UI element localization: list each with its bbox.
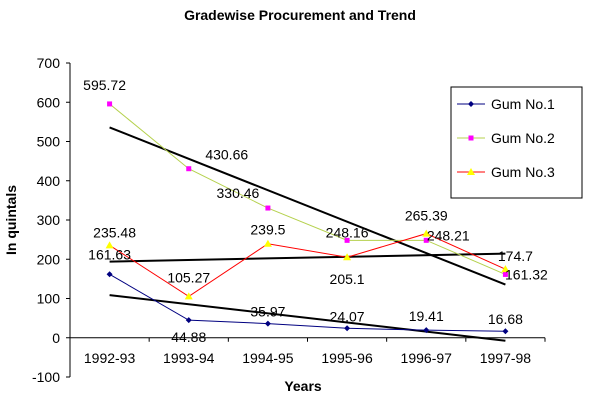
triangle-marker (184, 292, 193, 300)
y-axis-title: In quintals (3, 185, 19, 255)
legend-label: Gum No.2 (491, 130, 555, 146)
y-tick-label: 100 (37, 291, 61, 307)
x-tick-label: 1995-96 (321, 350, 373, 366)
diamond-marker (423, 327, 430, 334)
series-group (105, 101, 510, 335)
y-tick-label: 700 (37, 55, 61, 71)
square-marker (265, 205, 271, 211)
data-label: 35.97 (250, 304, 285, 320)
legend-box (450, 86, 583, 199)
data-label: 16.68 (488, 311, 523, 327)
x-axis-title: Years (284, 378, 322, 394)
data-label: 161.63 (88, 246, 131, 262)
trend-line (109, 252, 506, 263)
data-label: 205.1 (330, 271, 365, 287)
legend: Gum No.1 Gum No.2 Gum No.3 (450, 86, 583, 199)
square-marker (502, 271, 508, 277)
y-tick-label: 400 (37, 173, 61, 189)
triangle-marker (105, 241, 114, 249)
y-tick-label: 0 (52, 330, 60, 346)
data-label: 248.16 (326, 224, 369, 240)
x-tick-label: 1996-97 (401, 350, 453, 366)
legend-label: Gum No.1 (491, 96, 555, 112)
square-marker (344, 237, 350, 243)
y-tick-label: 300 (37, 212, 61, 228)
data-label: 430.66 (205, 147, 248, 163)
triangle-marker (263, 239, 272, 247)
square-marker (186, 166, 192, 172)
square-marker (423, 237, 429, 243)
x-tick-label: 1994-95 (242, 350, 294, 366)
triangle-marker (422, 229, 431, 237)
square-marker (468, 135, 474, 141)
series-line (109, 103, 506, 275)
series-line (109, 273, 506, 332)
trend-line (109, 126, 506, 286)
data-label: 330.46 (217, 185, 260, 201)
diamond-marker (264, 320, 271, 327)
data-label: 265.39 (405, 208, 448, 224)
data-label: 105.27 (167, 269, 210, 285)
square-marker (107, 101, 113, 107)
x-tick-label: 1993-94 (163, 350, 215, 366)
data-label: 235.48 (93, 224, 136, 240)
data-label: 174.7 (498, 248, 533, 264)
data-label: 24.07 (330, 308, 365, 324)
triangle-marker (467, 168, 475, 175)
diamond-marker (502, 328, 509, 335)
diamond-marker (185, 317, 192, 324)
data-label: 44.88 (171, 329, 206, 345)
triangle-marker (343, 253, 352, 261)
data-label: 19.41 (409, 308, 444, 324)
trend-line (109, 294, 506, 342)
trend-lines (109, 126, 506, 342)
diamond-marker (106, 271, 113, 278)
x-tick-label: 1992-93 (84, 350, 136, 366)
y-tick-label: -100 (32, 369, 60, 385)
data-labels: 161.63 44.88 35.97 24.07 19.41 16.68 595.72 430… (83, 77, 548, 345)
data-label: 248.21 (427, 227, 470, 243)
data-label: 161.32 (505, 266, 548, 282)
x-tick-label: 1997-98 (480, 350, 532, 366)
diamond-marker (468, 101, 474, 107)
data-label: 239.5 (250, 222, 285, 238)
chart-title: Gradewise Procurement and Trend (184, 7, 416, 23)
axes: -100 0 100 200 300 400 500 600 700 1992-93 1993-94… (32, 55, 546, 385)
diamond-marker (344, 325, 351, 332)
y-tick-label: 500 (37, 134, 61, 150)
data-label: 595.72 (83, 77, 126, 93)
series-line (109, 233, 506, 298)
triangle-marker (501, 265, 510, 273)
legend-label: Gum No.3 (491, 164, 555, 180)
y-tick-label: 600 (37, 94, 61, 110)
y-tick-label: 200 (37, 251, 61, 267)
